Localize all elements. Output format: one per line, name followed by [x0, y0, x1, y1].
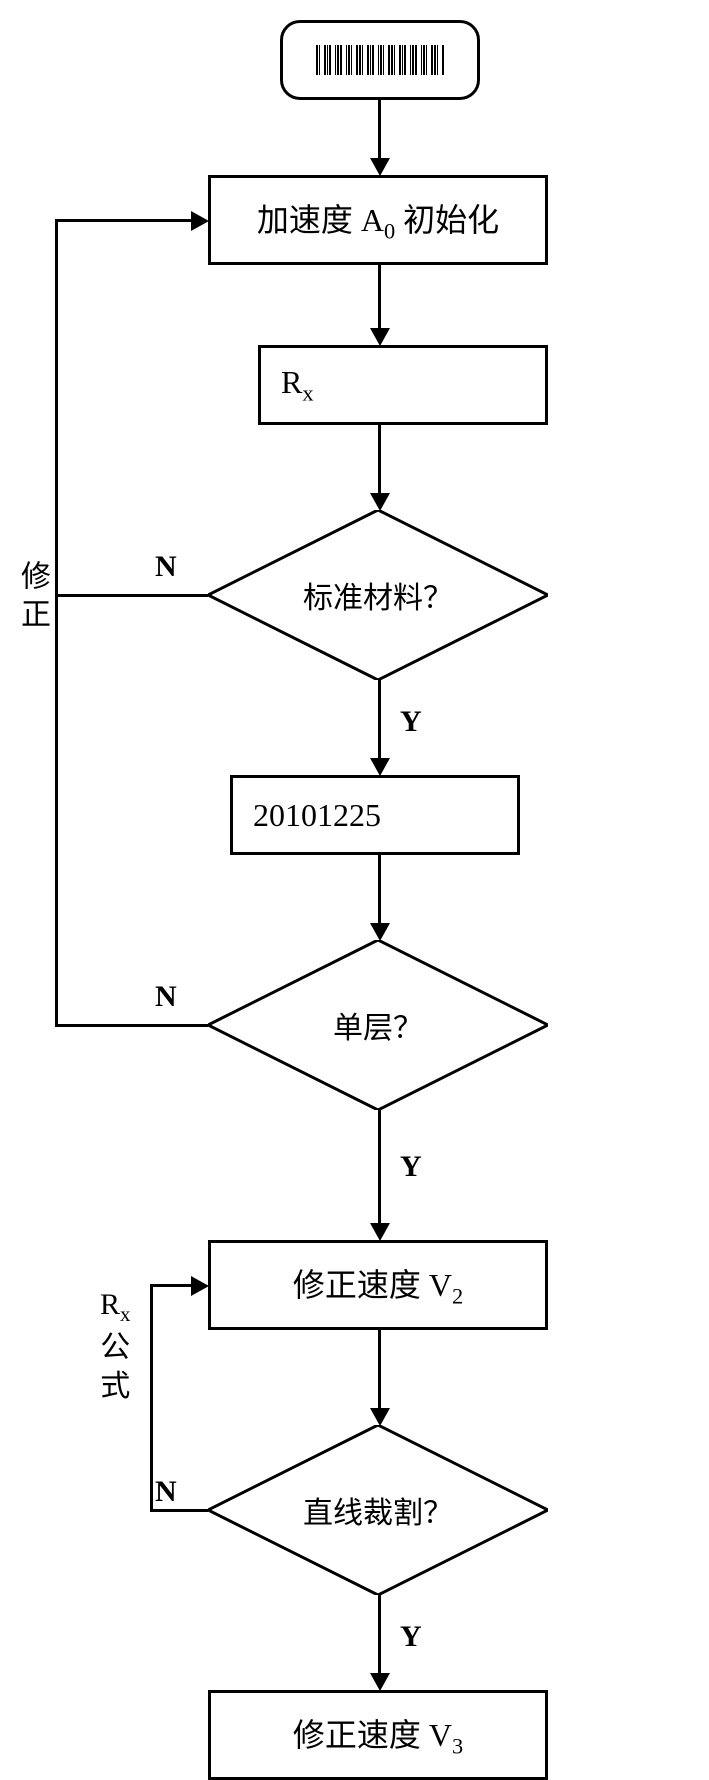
edge-d3-v3	[378, 1595, 381, 1675]
edge-init-rx	[378, 265, 381, 330]
edge-v2-d3	[378, 1330, 381, 1410]
edge-start-init	[378, 100, 381, 160]
edge-n-rail-top-h	[55, 219, 193, 222]
decision1-node: 标准材料？	[208, 510, 548, 680]
arrowhead	[370, 1223, 390, 1241]
arrowhead	[370, 923, 390, 941]
arrowhead	[370, 758, 390, 776]
arrowhead	[370, 158, 390, 176]
decision3-label: 直线裁割？	[303, 1488, 453, 1532]
arrowhead	[370, 493, 390, 511]
y3-label: Y	[400, 1620, 422, 1654]
v3-label: 修正速度 V3	[293, 1710, 463, 1759]
edge-d1-date	[378, 680, 381, 760]
decision1-label: 标准材料？	[303, 573, 453, 617]
n2-label: N	[155, 980, 177, 1014]
fix-label: 修正	[10, 560, 54, 636]
date-node: 20101225	[230, 775, 520, 855]
v3-node: 修正速度 V3	[208, 1690, 548, 1780]
edge-d2-n-h	[55, 1024, 208, 1027]
edge-d1-n-h	[55, 594, 208, 597]
arrowhead	[191, 1276, 209, 1296]
decision2-label: 单层？	[333, 1003, 423, 1047]
edge-d2-v2	[378, 1110, 381, 1225]
start-node	[280, 20, 480, 100]
arrowhead	[370, 1408, 390, 1426]
init-label: 加速度 A0 初始化	[257, 195, 499, 244]
barcode-icon	[301, 45, 459, 75]
flowchart-container: 加速度 A0 初始化 Rx 标准材料？ Y 20101225 单层？ Y 修	[0, 0, 709, 1780]
rx-node: Rx	[258, 345, 548, 425]
arrowhead	[370, 328, 390, 346]
decision2-node: 单层？	[208, 940, 548, 1110]
v2-node: 修正速度 V2	[208, 1240, 548, 1330]
y2-label: Y	[400, 1150, 422, 1184]
decision3-node: 直线裁割？	[208, 1425, 548, 1595]
y1-label: Y	[400, 705, 422, 739]
rx-label: Rx	[281, 364, 314, 406]
arrowhead	[191, 211, 209, 231]
n3-label: N	[155, 1475, 177, 1509]
edge-d3-n-h2	[150, 1284, 193, 1287]
date-label: 20101225	[253, 797, 381, 834]
edge-n-rail-v	[55, 220, 58, 1027]
edge-d3-n-h1	[150, 1509, 208, 1512]
n1-label: N	[155, 550, 177, 584]
rx-formula-label: Rx 公 式	[100, 1285, 131, 1406]
edge-rx-d1	[378, 425, 381, 495]
edge-date-d2	[378, 855, 381, 925]
arrowhead	[370, 1673, 390, 1691]
init-node: 加速度 A0 初始化	[208, 175, 548, 265]
edge-d3-n-v	[150, 1284, 153, 1512]
v2-label: 修正速度 V2	[293, 1260, 463, 1309]
